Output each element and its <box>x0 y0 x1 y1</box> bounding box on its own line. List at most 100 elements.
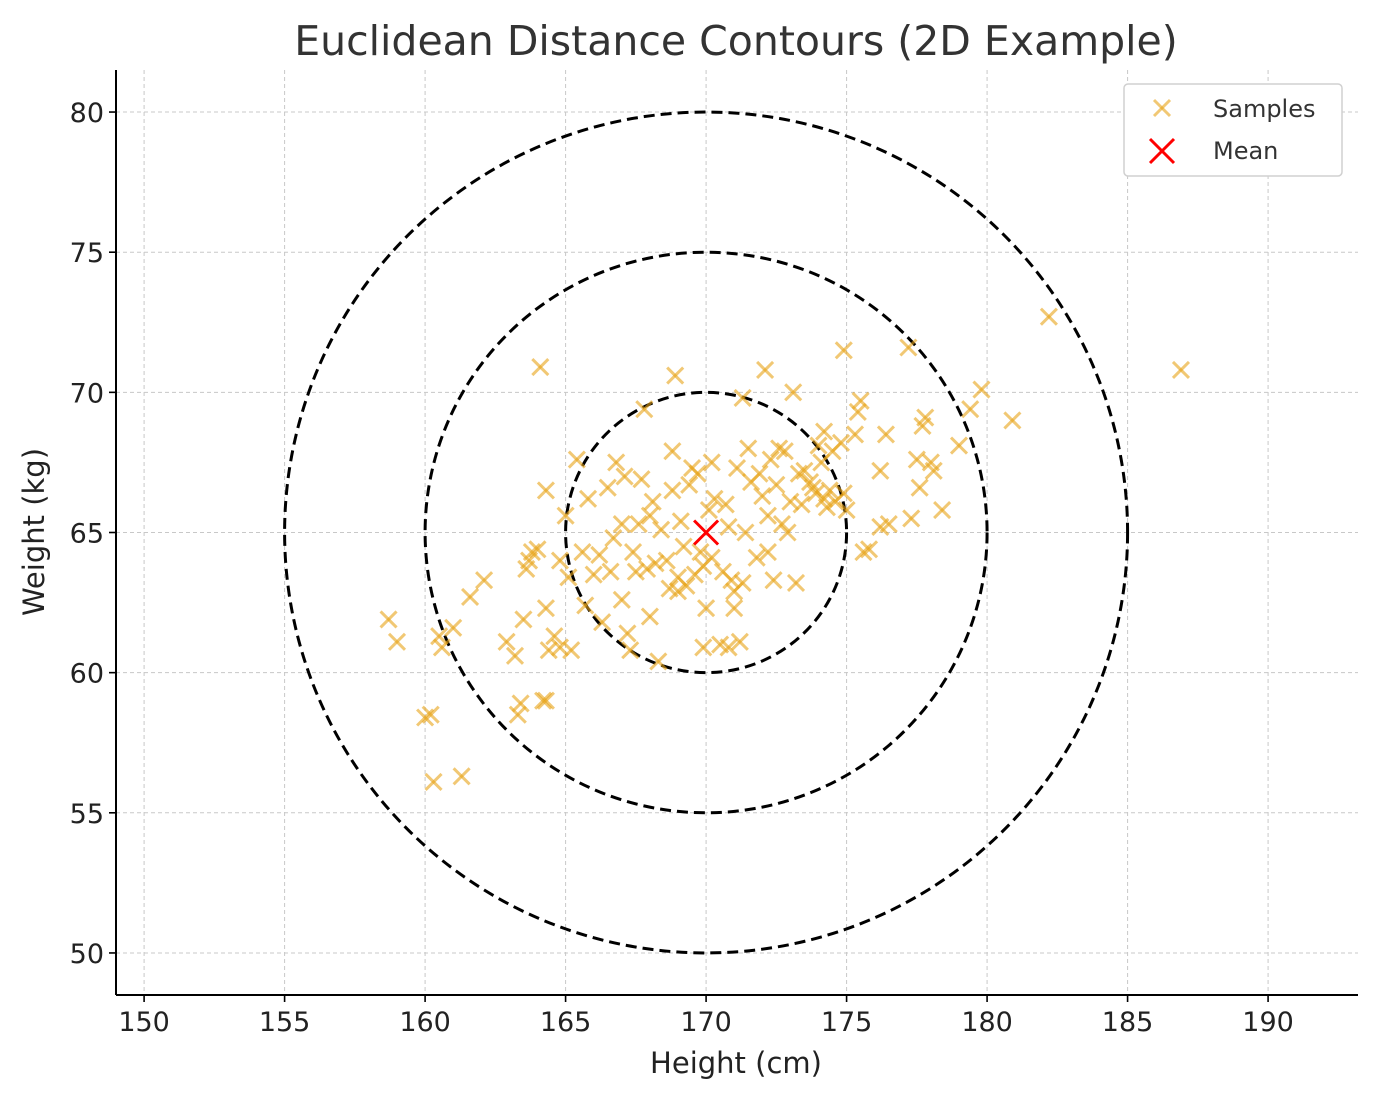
y-tick-label: 80 <box>70 98 104 129</box>
sample-point <box>430 627 449 646</box>
sample-point <box>949 436 969 455</box>
sample-point <box>640 506 659 525</box>
sample-point <box>916 408 935 427</box>
sample-point <box>719 638 738 657</box>
sample-point <box>649 652 668 671</box>
sample-point <box>643 492 662 511</box>
sample-point-stroke <box>514 610 533 629</box>
sample-point-stroke <box>680 475 699 494</box>
sample-point-stroke <box>638 559 657 579</box>
sample-point <box>514 610 533 629</box>
sample-point <box>550 551 570 570</box>
sample-point <box>860 540 879 559</box>
sample-point <box>739 439 758 458</box>
sample-point <box>831 433 851 452</box>
sample-point-stroke <box>635 400 654 419</box>
sample-point-stroke <box>430 627 449 646</box>
sample-point-stroke <box>876 425 895 444</box>
sample-point-stroke <box>834 484 853 503</box>
sample-point <box>781 492 800 511</box>
sample-point <box>421 705 440 724</box>
sample-points <box>379 307 1191 792</box>
sample-point <box>452 767 471 786</box>
sample-point-stroke <box>612 515 631 534</box>
sample-point-stroke <box>668 582 688 601</box>
sample-point <box>635 400 654 419</box>
sample-point <box>758 543 777 562</box>
sample-point-stroke <box>387 632 407 651</box>
sample-point-stroke <box>902 509 921 528</box>
sample-point-stroke <box>899 338 918 357</box>
mean-marker-stroke <box>693 519 720 546</box>
sample-point <box>460 587 480 607</box>
sample-point-stroke <box>652 520 671 539</box>
sample-point <box>702 548 721 567</box>
distance-contour <box>564 390 849 675</box>
sample-point-stroke <box>559 568 578 587</box>
sample-point <box>598 478 617 497</box>
sample-point <box>475 571 494 590</box>
sample-point-stroke <box>972 380 991 399</box>
distance-contour <box>423 250 989 815</box>
sample-point <box>640 607 659 626</box>
sample-point-stroke <box>924 461 943 480</box>
x-ticks: 150 155 160 165 170 175 180 185 190 <box>118 995 1294 1038</box>
sample-point <box>736 523 755 542</box>
sample-point-stroke <box>795 461 814 480</box>
x-tick-label: 180 <box>961 1007 1013 1038</box>
sample-point-stroke <box>730 632 749 651</box>
sample-point-stroke <box>784 383 803 402</box>
sample-point-stroke <box>416 708 435 727</box>
y-tick-label: 60 <box>70 659 104 690</box>
sample-point-stroke <box>753 486 772 506</box>
sample-point-stroke <box>907 450 926 469</box>
sample-point <box>761 450 780 469</box>
sample-point <box>677 576 696 595</box>
sample-point <box>834 484 853 503</box>
sample-point-stroke <box>691 543 710 562</box>
sample-point-stroke <box>815 422 834 441</box>
sample-point <box>972 380 991 399</box>
sample-point-stroke <box>432 638 452 657</box>
sample-point <box>786 573 806 593</box>
sample-point-stroke <box>615 467 634 486</box>
mean-marker <box>693 519 720 546</box>
x-axis-label: Height (cm) <box>650 1046 822 1080</box>
sample-point <box>550 638 570 657</box>
sample-point-stroke <box>663 481 682 500</box>
sample-point-stroke <box>817 498 836 517</box>
sample-point <box>536 691 555 710</box>
sample-point-stroke <box>716 495 735 514</box>
sample-point-stroke <box>733 388 752 408</box>
sample-point-stroke <box>764 571 783 590</box>
sample-point <box>601 562 620 581</box>
sample-point-stroke <box>511 694 530 713</box>
legend-samples-label: Samples <box>1213 95 1316 123</box>
sample-point <box>879 515 898 534</box>
sample-point <box>716 495 735 514</box>
y-axis-label: Weight (kg) <box>17 448 51 616</box>
sample-point <box>621 641 640 660</box>
sample-point-stroke <box>727 458 747 478</box>
x-tick-label: 150 <box>118 1007 170 1038</box>
sample-point-stroke <box>772 515 792 534</box>
sample-point <box>815 422 834 441</box>
sample-point-stroke <box>567 450 586 469</box>
sample-point-stroke <box>921 453 940 472</box>
sample-point <box>758 506 777 525</box>
sample-point-stroke <box>545 627 564 646</box>
sample-point-stroke <box>697 599 716 618</box>
sample-point <box>719 517 738 536</box>
sample-point <box>800 472 820 492</box>
sample-point <box>778 523 797 542</box>
sample-point <box>753 486 772 506</box>
sample-point <box>747 548 766 567</box>
sample-point <box>764 571 783 590</box>
sample-point <box>646 554 665 573</box>
sample-point <box>615 467 634 486</box>
legend-sample-x <box>1152 98 1172 118</box>
sample-point-stroke <box>632 470 651 489</box>
sample-point <box>770 439 789 458</box>
sample-point-stroke <box>736 523 755 542</box>
sample-point <box>623 543 643 562</box>
